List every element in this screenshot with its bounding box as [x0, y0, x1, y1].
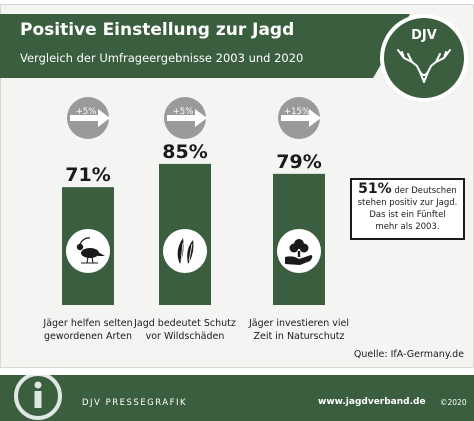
callout-text-4: mehr als 2003. [375, 222, 440, 232]
bar-value-label-0: 71% [65, 164, 110, 186]
djv-logo [384, 18, 464, 98]
up-arrow-icon [167, 109, 207, 127]
callout-text-1: der Deutschen [394, 186, 457, 196]
callout-text-2: stehen positiv zur Jagd. [357, 198, 458, 208]
header-banner [0, 14, 410, 78]
category-label-2-line1: Jäger investieren viel [248, 318, 350, 329]
up-arrow-icon [281, 109, 321, 127]
category-label-0-line1: Jäger helfen selten [43, 318, 133, 329]
up-arrow-icon [70, 109, 110, 127]
category-label-2-line2: Zeit in Naturschutz [253, 331, 345, 342]
category-label-1-line1: Jagd bedeutet Schutz [134, 318, 236, 329]
footer-copyright: ©2020 [440, 398, 467, 407]
callout-big-value: 51% [358, 181, 392, 197]
lapwing-bird-icon [76, 237, 105, 264]
category-label-1: Jagd bedeutet Schutz vor Wildschäden [125, 317, 245, 343]
info-icon [14, 372, 62, 420]
callout-text-3: Das ist ein Fünftel [369, 210, 446, 220]
bar-icon-circle-1 [163, 229, 207, 273]
category-label-2: Jäger investieren viel Zeit in Naturschu… [239, 317, 359, 343]
change-label-2: +15% [284, 107, 310, 117]
page-title: Positive Einstellung zur Jagd [20, 20, 295, 40]
page-subtitle: Vergleich der Umfrageergebnisse 2003 und… [20, 51, 304, 65]
change-label-1: +5% [173, 107, 194, 117]
bar-value-label-1: 85% [162, 141, 207, 163]
footer-website: www.jagdverband.de [318, 397, 426, 407]
callout-line-1: 51% der Deutschen [352, 181, 463, 197]
bars-layer: 71% +5% 85% +5% 79% +15% [62, 97, 325, 305]
tree-in-hand-icon [285, 239, 313, 265]
footer-bar [0, 375, 474, 421]
logo-text: DJV [411, 28, 437, 43]
bar-value-label-2: 79% [276, 151, 321, 173]
deer-antler-icon [397, 49, 451, 83]
category-label-0: Jäger helfen selten gewordenen Arten [28, 317, 148, 343]
category-label-0-line2: gewordenen Arten [44, 331, 132, 342]
source-note: Quelle: IfA-Germany.de [353, 349, 464, 360]
summary-callout: 51% der Deutschen stehen positiv zur Jag… [350, 178, 465, 240]
change-label-0: +5% [76, 107, 97, 117]
leaves-icon [177, 238, 194, 264]
category-label-1-line2: vor Wildschäden [145, 331, 225, 342]
footer-label: DJV PRESSEGRAFIK [82, 398, 188, 408]
